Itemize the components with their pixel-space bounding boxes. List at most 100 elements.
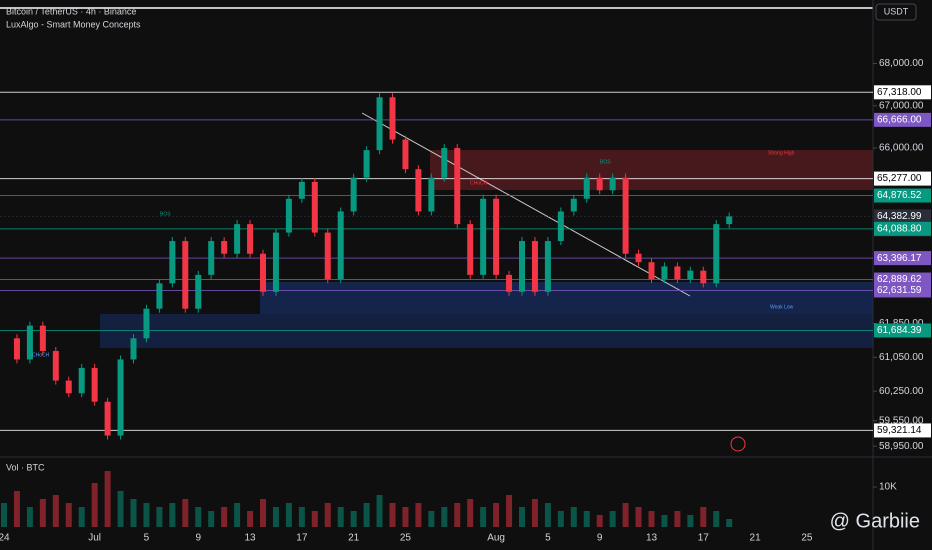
volume-bar [661, 515, 668, 527]
candle [713, 224, 720, 284]
volume-bar [65, 503, 72, 527]
volume-bar [557, 511, 564, 527]
volume-bar [674, 511, 681, 527]
price-badge [874, 323, 931, 338]
smc-annotation: CHoCH [32, 352, 50, 358]
volume-bar [260, 499, 266, 527]
candle [389, 97, 396, 140]
candle [661, 266, 668, 280]
volume-bar [454, 503, 461, 527]
price-badge-label: 63,396.17 [877, 253, 922, 264]
volume-bar [596, 515, 603, 527]
volume-bar [648, 511, 655, 527]
y-tick-label: 60,250.00 [879, 386, 924, 397]
candle [376, 97, 383, 151]
volume-bar [13, 491, 20, 527]
volume-bar [570, 507, 577, 527]
volume-bar [415, 503, 422, 527]
price-badge-label: 66,666.00 [877, 115, 922, 126]
candle [493, 198, 500, 275]
price-badge [874, 85, 931, 100]
currency-label[interactable]: USDT [884, 6, 909, 16]
candle [583, 177, 590, 199]
volume-bar [350, 511, 357, 527]
smc-annotation: Strong High [768, 150, 795, 156]
candle [208, 241, 215, 275]
volume-tick-label: 10K [879, 482, 897, 493]
volume-bar [609, 511, 616, 527]
smc-annotation: BOS [600, 159, 611, 165]
x-tick-label: 5 [144, 533, 150, 544]
price-badge [874, 112, 931, 127]
demand-zone [260, 282, 873, 314]
volume-title: Vol · BTC [6, 462, 45, 472]
candle [350, 177, 357, 212]
candle [415, 169, 422, 212]
candle [91, 367, 98, 402]
price-badge-label: 62,889.62 [877, 274, 922, 285]
x-tick-label: 9 [597, 533, 603, 544]
candle [635, 253, 642, 263]
price-badge [874, 423, 931, 438]
volume-bar [622, 503, 629, 527]
candle [441, 148, 448, 178]
price-badge [874, 251, 931, 266]
x-tick-label: 21 [750, 533, 762, 544]
price-badge-label: 65,277.00 [877, 173, 922, 184]
x-tick-label: 25 [400, 533, 412, 544]
price-badge [874, 283, 931, 298]
volume-bar [635, 507, 642, 527]
x-tick-label: 17 [296, 533, 308, 544]
candle [143, 308, 150, 339]
x-tick-label: 13 [244, 533, 256, 544]
candle [324, 232, 331, 280]
volume-bar [687, 515, 694, 527]
volume-bar [39, 499, 46, 527]
smc-annotation: BOS [160, 211, 171, 217]
candle [182, 241, 189, 309]
alert-icon[interactable] [730, 436, 746, 452]
volume-bar [726, 519, 733, 527]
volume-bar [480, 507, 487, 527]
y-tick-label: 59,550.00 [879, 415, 924, 426]
candle [467, 224, 474, 275]
currency-button[interactable] [875, 3, 917, 21]
candle [480, 198, 487, 275]
y-tick-label: 67,000.00 [879, 100, 924, 111]
y-tick-label: 58,950.00 [879, 441, 924, 452]
volume-bar [1, 503, 7, 527]
x-tick-label: 25 [801, 533, 813, 544]
candle [195, 274, 202, 309]
volume-bar [531, 499, 538, 527]
candle [402, 139, 409, 170]
candle [700, 270, 707, 284]
candle [506, 274, 513, 292]
x-tick-label: 5 [545, 533, 551, 544]
y-tick-label: 68,000.00 [879, 58, 924, 69]
volume-bar [221, 507, 228, 527]
supply-zone [430, 150, 873, 190]
candle [648, 262, 655, 280]
volume-bar [52, 495, 59, 527]
candle [570, 198, 577, 212]
candle [156, 283, 163, 309]
price-badge [874, 171, 931, 186]
volume-bar [104, 471, 111, 527]
indicator-title: LuxAlgo - Smart Money Concepts [6, 19, 141, 29]
volume-bar [324, 503, 331, 527]
price-badge [874, 221, 931, 236]
volume-bar [311, 511, 318, 527]
smc-annotation: Weak Low [770, 304, 794, 310]
price-badge-label: 59,321.14 [877, 425, 922, 436]
x-tick-label: Jul [88, 533, 101, 544]
volume-bar [700, 507, 707, 527]
volume-bar [117, 491, 124, 527]
candle [39, 325, 46, 351]
x-tick-label: Aug [487, 533, 505, 544]
price-badge-label: 64,088.80 [877, 223, 922, 234]
volume-bar [234, 503, 241, 527]
candle [311, 181, 318, 233]
volume-bar [285, 503, 292, 527]
